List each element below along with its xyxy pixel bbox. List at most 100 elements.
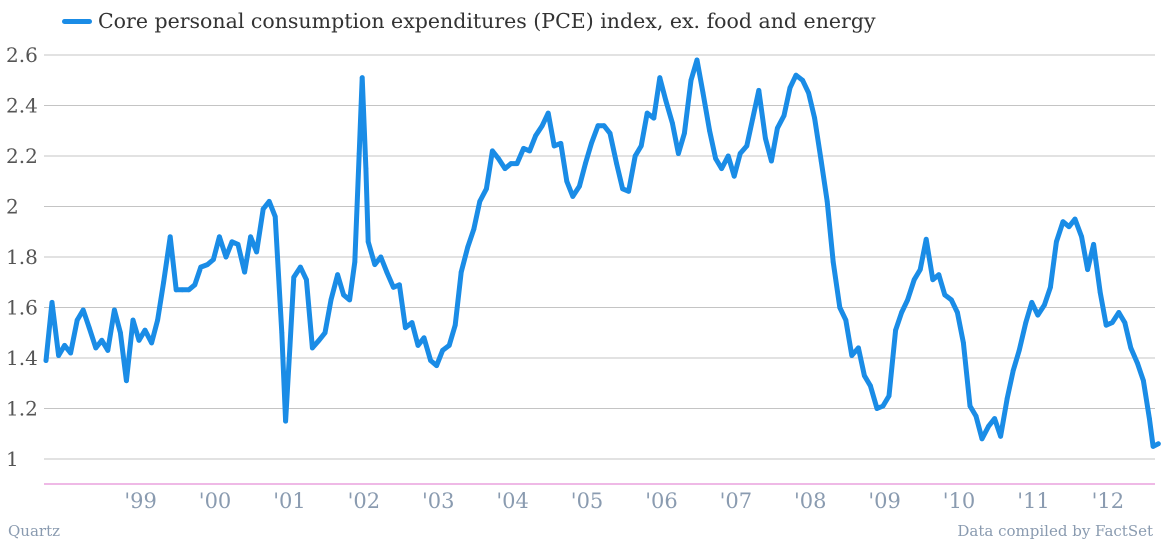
data-point bbox=[242, 269, 248, 275]
data-point bbox=[1010, 368, 1016, 373]
data-point bbox=[992, 416, 997, 421]
x-tick-label: '03 bbox=[422, 489, 455, 513]
data-point bbox=[719, 166, 724, 172]
data-point bbox=[824, 199, 830, 204]
data-point bbox=[1029, 300, 1035, 305]
data-point bbox=[86, 325, 92, 331]
data-point bbox=[155, 317, 161, 323]
data-point bbox=[688, 77, 694, 83]
data-point bbox=[843, 317, 849, 323]
data-point bbox=[304, 277, 309, 283]
data-point bbox=[496, 156, 501, 161]
data-point bbox=[477, 199, 483, 204]
data-point bbox=[514, 161, 520, 167]
data-point bbox=[167, 234, 173, 240]
data-point bbox=[1091, 242, 1096, 247]
data-point bbox=[409, 320, 415, 325]
data-point bbox=[837, 305, 843, 310]
data-point bbox=[68, 350, 73, 356]
data-point bbox=[1042, 302, 1047, 308]
data-point bbox=[452, 322, 458, 328]
data-point bbox=[731, 173, 737, 179]
data-point bbox=[415, 343, 421, 348]
data-point bbox=[198, 264, 204, 270]
data-point bbox=[49, 300, 55, 305]
y-tick-label: 1.4 bbox=[6, 346, 38, 370]
x-tick-label: '01 bbox=[273, 489, 306, 513]
data-point bbox=[1066, 224, 1072, 230]
data-point bbox=[428, 358, 433, 363]
x-axis: '99 '00 '01 '02 '03 '04 '05 '06 '07 '08 '09 '10 '11 '… bbox=[124, 489, 1124, 513]
data-point bbox=[1048, 284, 1053, 290]
data-point bbox=[378, 254, 384, 260]
data-point bbox=[316, 337, 322, 343]
x-tick-label: '99 bbox=[124, 489, 156, 513]
legend-label: Core personal consumption expenditures (… bbox=[98, 9, 876, 33]
data-point bbox=[124, 378, 129, 384]
data-point bbox=[322, 330, 328, 336]
credit-label: Data compiled by FactSet bbox=[957, 522, 1153, 540]
data-point bbox=[626, 188, 631, 194]
data-point bbox=[1023, 320, 1029, 325]
data-point bbox=[682, 130, 687, 136]
data-point bbox=[1155, 441, 1161, 447]
data-point bbox=[465, 244, 471, 250]
data-point bbox=[930, 277, 936, 283]
data-point bbox=[564, 178, 570, 184]
data-point bbox=[458, 269, 464, 275]
data-point bbox=[62, 343, 67, 348]
data-point bbox=[886, 393, 892, 399]
data-point bbox=[936, 272, 942, 278]
data-point bbox=[670, 120, 675, 126]
data-point bbox=[632, 153, 638, 159]
data-point bbox=[490, 148, 495, 154]
data-point bbox=[806, 90, 811, 96]
data-point bbox=[211, 257, 216, 262]
x-tick-label: '07 bbox=[720, 489, 753, 513]
series-line bbox=[43, 57, 1161, 449]
data-point bbox=[335, 272, 340, 278]
data-point bbox=[403, 325, 408, 331]
data-point bbox=[750, 115, 756, 121]
y-tick-label: 2.6 bbox=[6, 43, 38, 67]
data-point bbox=[868, 383, 873, 389]
data-point bbox=[352, 259, 358, 265]
data-point bbox=[533, 133, 538, 139]
data-point bbox=[205, 262, 210, 267]
data-point bbox=[570, 194, 576, 199]
y-tick-label: 2.2 bbox=[6, 144, 38, 168]
data-point bbox=[1079, 234, 1084, 240]
data-point bbox=[384, 269, 390, 275]
data-point bbox=[484, 186, 489, 192]
legend-swatch bbox=[62, 18, 92, 24]
data-point bbox=[967, 403, 973, 409]
data-point bbox=[818, 158, 824, 164]
data-point bbox=[372, 262, 378, 267]
y-tick-label: 2.4 bbox=[6, 94, 38, 118]
data-point bbox=[998, 433, 1003, 439]
data-point bbox=[595, 123, 601, 129]
data-point bbox=[235, 242, 241, 247]
data-point bbox=[551, 143, 557, 149]
data-point bbox=[186, 287, 192, 293]
data-point bbox=[979, 436, 985, 442]
data-point bbox=[657, 75, 663, 81]
data-point bbox=[1122, 320, 1128, 325]
data-point bbox=[1004, 396, 1010, 401]
data-point bbox=[700, 90, 706, 96]
x-tick-label: '08 bbox=[794, 489, 827, 513]
data-point bbox=[893, 327, 898, 333]
data-point bbox=[545, 110, 551, 116]
data-point bbox=[80, 307, 86, 313]
data-point bbox=[589, 141, 594, 146]
data-point bbox=[440, 348, 445, 353]
data-point bbox=[223, 254, 229, 260]
data-point bbox=[1035, 312, 1041, 318]
data-point bbox=[136, 337, 142, 343]
data-point bbox=[942, 292, 948, 298]
data-point bbox=[173, 287, 179, 293]
data-point bbox=[638, 143, 644, 149]
data-point bbox=[961, 340, 966, 346]
data-point bbox=[1150, 444, 1156, 449]
data-point bbox=[161, 279, 167, 285]
